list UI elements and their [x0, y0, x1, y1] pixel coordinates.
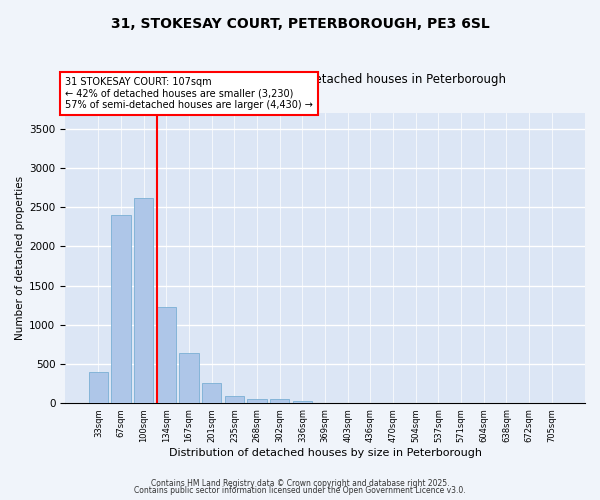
X-axis label: Distribution of detached houses by size in Peterborough: Distribution of detached houses by size … [169, 448, 482, 458]
Bar [270, 399, 289, 403]
Bar [157, 306, 176, 403]
Title: Size of property relative to detached houses in Peterborough: Size of property relative to detached ho… [145, 72, 506, 86]
Text: Contains public sector information licensed under the Open Government Licence v3: Contains public sector information licen… [134, 486, 466, 495]
Bar [134, 198, 154, 403]
Text: 31, STOKESAY COURT, PETERBOROUGH, PE3 6SL: 31, STOKESAY COURT, PETERBOROUGH, PE3 6S… [110, 18, 490, 32]
Text: Contains HM Land Registry data © Crown copyright and database right 2025.: Contains HM Land Registry data © Crown c… [151, 478, 449, 488]
Bar [89, 372, 108, 403]
Bar [202, 382, 221, 403]
Bar [225, 396, 244, 403]
Bar [112, 215, 131, 403]
Bar [179, 353, 199, 403]
Text: 31 STOKESAY COURT: 107sqm
← 42% of detached houses are smaller (3,230)
57% of se: 31 STOKESAY COURT: 107sqm ← 42% of detac… [65, 77, 313, 110]
Bar [247, 399, 267, 403]
Bar [293, 400, 312, 403]
Y-axis label: Number of detached properties: Number of detached properties [15, 176, 25, 340]
